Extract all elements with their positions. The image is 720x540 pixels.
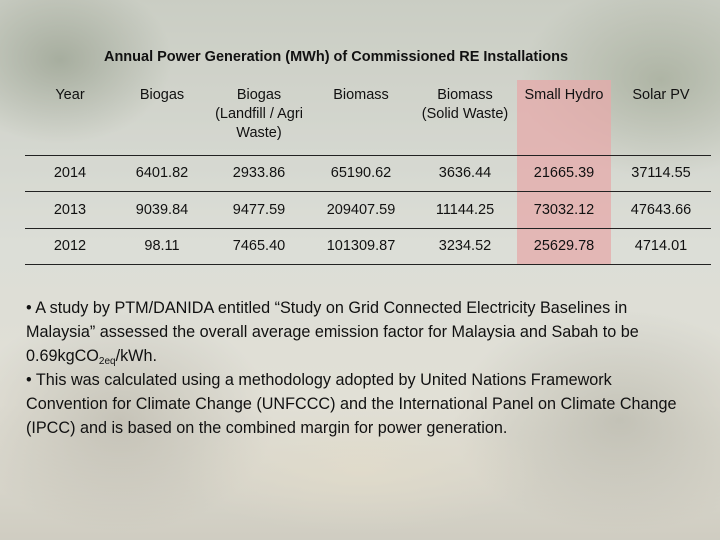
re-generation-table: Year Biogas Biogas (Landfill / Agri Wast… — [25, 80, 711, 265]
table-row: 2012 98.11 7465.40 101309.87 3234.52 256… — [25, 227, 711, 265]
cell-solar-pv: 37114.55 — [611, 154, 711, 192]
cell-biogas: 6401.82 — [115, 154, 209, 192]
table-header-row: Year Biogas Biogas (Landfill / Agri Wast… — [25, 80, 711, 155]
cell-biogas-landfill: 7465.40 — [209, 227, 309, 265]
header-year: Year — [55, 87, 85, 103]
cell-biomass: 209407.59 — [309, 191, 413, 228]
cell-biomass-solid-waste: 3234.52 — [413, 227, 517, 265]
header-biomass-solid-waste: Biomass (Solid Waste) — [421, 87, 509, 122]
cell-biomass-solid-waste: 3636.44 — [413, 154, 517, 192]
bullet-icon: • — [26, 299, 32, 317]
bullet-icon: • — [26, 371, 32, 389]
header-biogas-landfill: Biogas (Landfill / Agri Waste) — [215, 87, 303, 141]
header-small-hydro: Small Hydro — [517, 80, 611, 155]
notes-text: • A study by PTM/DANIDA entitled “Study … — [26, 296, 696, 440]
cell-year: 2014 — [25, 154, 115, 192]
header-biomass: Biomass — [333, 87, 389, 103]
cell-small-hydro: 25629.78 — [517, 227, 611, 265]
cell-year: 2013 — [25, 191, 115, 228]
cell-small-hydro: 21665.39 — [517, 154, 611, 192]
table-row: 2014 6401.82 2933.86 65190.62 3636.44 21… — [25, 154, 711, 192]
cell-solar-pv: 4714.01 — [611, 227, 711, 265]
cell-biomass: 101309.87 — [309, 227, 413, 265]
bullet-point: • This was calculated using a methodolog… — [26, 371, 677, 437]
header-solar-pv: Solar PV — [632, 87, 690, 103]
bullet-point: • A study by PTM/DANIDA entitled “Study … — [26, 299, 639, 367]
cell-biogas-landfill: 9477.59 — [209, 191, 309, 228]
table-row: 2013 9039.84 9477.59 209407.59 11144.25 … — [25, 191, 711, 228]
cell-biogas: 98.11 — [115, 227, 209, 265]
slide-title: Annual Power Generation (MWh) of Commiss… — [103, 49, 569, 65]
header-biogas: Biogas — [139, 87, 185, 103]
cell-solar-pv: 47643.66 — [611, 191, 711, 228]
cell-small-hydro: 73032.12 — [517, 191, 611, 228]
cell-year: 2012 — [25, 227, 115, 265]
cell-biogas: 9039.84 — [115, 191, 209, 228]
cell-biogas-landfill: 2933.86 — [209, 154, 309, 192]
cell-biomass-solid-waste: 11144.25 — [413, 191, 517, 228]
cell-biomass: 65190.62 — [309, 154, 413, 192]
